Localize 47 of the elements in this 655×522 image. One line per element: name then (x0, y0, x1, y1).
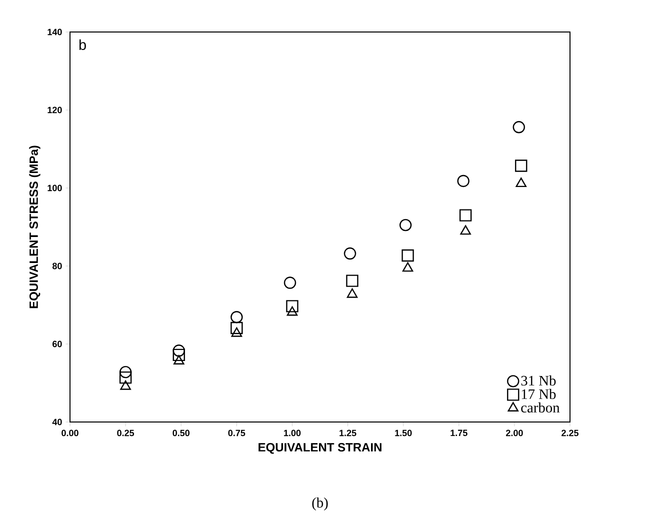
point (120, 380, 131, 390)
point (512, 121, 525, 134)
text: (b) (312, 497, 328, 511)
x-tick-label: 1.50 (395, 430, 412, 436)
annotation: b (79, 39, 86, 50)
point (284, 276, 296, 289)
point (172, 344, 185, 357)
x-tick-label: 0.75 (228, 430, 246, 436)
point (402, 262, 414, 272)
y-tick-label: 100 (48, 184, 62, 192)
x-tick-label: 1.25 (340, 430, 356, 436)
legend-label: carbon (521, 402, 560, 413)
y-tick-label: 80 (52, 262, 62, 270)
x-tick-label: 0.25 (117, 430, 134, 436)
x-tick-label: 1.00 (284, 430, 301, 436)
point (172, 348, 185, 362)
legend-label: 31 Nb (521, 375, 556, 386)
point (119, 366, 132, 378)
x-tick-label: 2.00 (506, 430, 523, 436)
y-axis-title: EQUIVALENT STRESS (MPa) (29, 146, 40, 308)
point (286, 300, 298, 312)
y-tick-label: 120 (48, 106, 62, 114)
point (119, 371, 132, 384)
point (346, 274, 358, 287)
point (399, 218, 412, 232)
y-tick-label: 60 (52, 340, 62, 348)
point (460, 225, 471, 235)
y-tick-label: 40 (52, 418, 62, 426)
point (516, 178, 526, 188)
point (230, 310, 243, 324)
point (344, 247, 356, 260)
legend-label: 17 Nb (522, 388, 556, 400)
x-axis-title: EQUIVALENT STRAIN (258, 443, 382, 454)
point (346, 288, 358, 298)
x-tick-label: 0.50 (172, 430, 190, 436)
x-tick-label: 1.75 (450, 430, 468, 436)
point (457, 174, 470, 188)
y-tick-label: 140 (48, 28, 62, 36)
point (230, 322, 243, 334)
x-tick-label: 0.00 (62, 430, 78, 436)
point (231, 327, 242, 337)
point (459, 209, 472, 222)
point (174, 355, 184, 365)
point (402, 249, 414, 262)
x-tick-label: 2.25 (562, 430, 579, 436)
point (286, 306, 298, 316)
point (515, 160, 528, 172)
